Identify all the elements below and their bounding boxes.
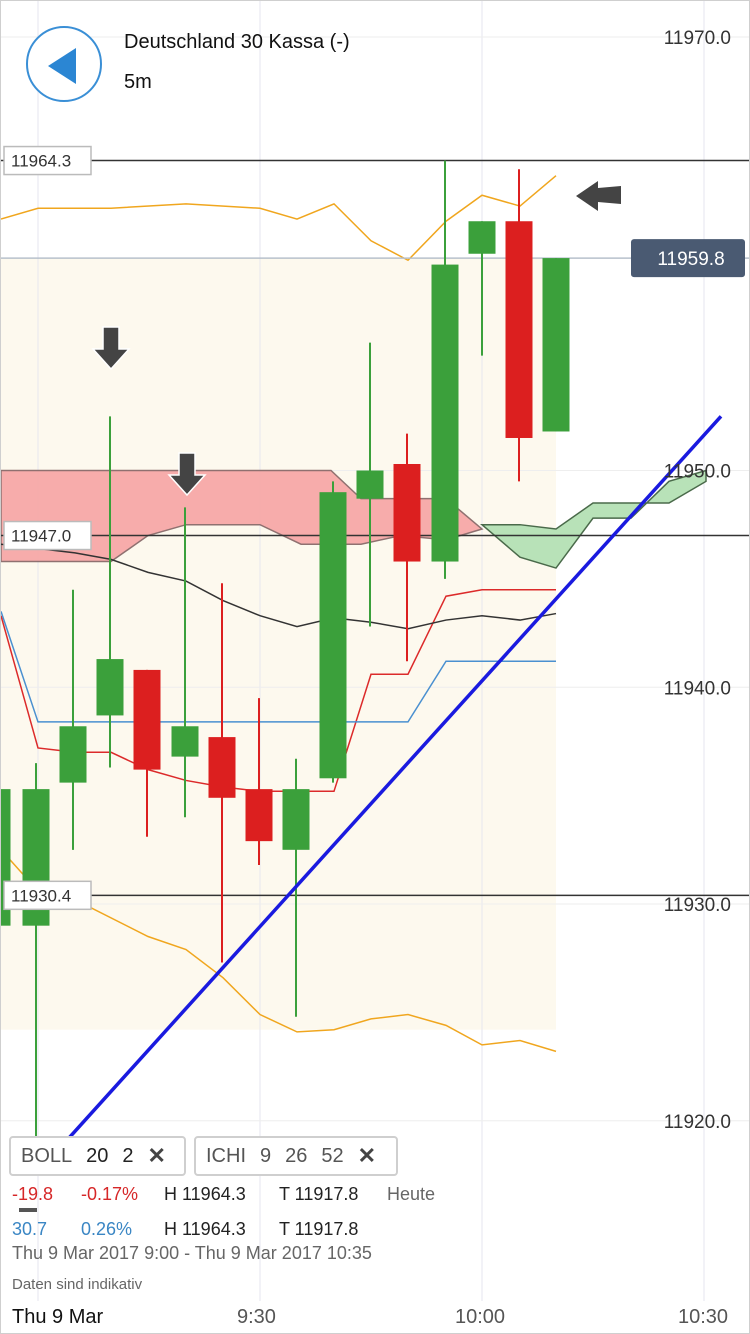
boll-name: BOLL [21, 1144, 73, 1167]
candle-body [319, 492, 347, 779]
change-pct-today: -0.17% [81, 1184, 139, 1204]
bollinger-lower-band [1, 849, 557, 1053]
candle-body [133, 669, 161, 770]
signal-arrow-down-icon [91, 326, 131, 371]
session-shading [1, 258, 556, 1030]
high-today: H 11964.3 [164, 1184, 246, 1204]
period-label: Heute [387, 1184, 436, 1204]
ichimoku-cloud-bullish [479, 469, 707, 569]
level-price-label: 11930.4 [11, 886, 71, 905]
candle-body [282, 789, 310, 850]
candle-body [171, 726, 199, 757]
change-range: 30.7 [12, 1219, 48, 1239]
boll-indicator-chip[interactable]: BOLL 20 2 ✕ [9, 1136, 186, 1176]
boll-deviation: 2 [122, 1144, 134, 1167]
level-price-box [3, 880, 92, 911]
low-today: T 11917.8 [279, 1184, 359, 1204]
candle-body [59, 726, 87, 783]
candle-body [96, 659, 124, 716]
level-price-box [3, 145, 92, 176]
candle-body [505, 221, 533, 438]
low-range: T 11917.8 [279, 1219, 359, 1239]
current-price-badge [631, 239, 745, 278]
instrument-title: Deutschland 30 Kassa (-) [124, 31, 350, 53]
ichi-indicator-chip[interactable]: ICHI 9 26 52 ✕ [194, 1136, 398, 1176]
signal-arrow-down-icon [167, 452, 207, 497]
ichimoku-chikou-line [1, 543, 557, 630]
level-price-label: 11947.0 [11, 527, 71, 546]
change-today: -19.8 [12, 1184, 54, 1204]
ichimoku-cloud-bearish [1, 469, 484, 563]
y-tick-label: 11920.0 [664, 1112, 731, 1133]
y-tick-label: 11940.0 [664, 678, 731, 699]
level-price-label: 11964.3 [11, 152, 71, 171]
y-tick-label: 11970.0 [664, 28, 731, 49]
boll-period: 20 [86, 1144, 109, 1167]
series-marker [19, 1208, 37, 1212]
y-tick-label: 11930.0 [664, 895, 731, 916]
high-range: H 11964.3 [164, 1219, 246, 1239]
trend-line [61, 415, 723, 1146]
candle-body [431, 264, 459, 562]
x-tick-label: Thu 9 Mar [12, 1306, 104, 1328]
signal-arrow-left-icon [576, 181, 621, 211]
disclaimer-note: Daten sind indikativ [12, 1276, 143, 1293]
candle-body [542, 258, 570, 432]
x-tick-label: 10:30 [678, 1306, 729, 1328]
change-pct-range: 0.26% [81, 1219, 133, 1239]
y-tick-label: 11950.0 [664, 462, 731, 483]
candle-body [468, 221, 496, 254]
back-button[interactable] [26, 26, 102, 102]
x-tick-label: 9:30 [237, 1306, 276, 1328]
ichi-tenkan: 9 [260, 1144, 272, 1167]
x-tick-label: 10:00 [455, 1306, 506, 1328]
ichi-name: ICHI [206, 1144, 246, 1167]
candle-body [356, 470, 384, 499]
chart-interval[interactable]: 5m [124, 71, 152, 93]
candle-body [245, 789, 273, 842]
candle-body [1, 789, 11, 926]
candle-body [393, 463, 421, 562]
date-range: Thu 9 Mar 2017 9:00 - Thu 9 Mar 2017 10:… [12, 1243, 372, 1263]
boll-close-icon[interactable]: ✕ [147, 1143, 166, 1168]
ichi-close-icon[interactable]: ✕ [357, 1143, 377, 1168]
ichi-senkou: 52 [321, 1144, 344, 1167]
current-price-label: 11959.8 [657, 249, 724, 270]
candle-body [208, 737, 236, 798]
ichimoku-tenkan-line [1, 588, 556, 793]
back-arrow-icon [48, 48, 76, 84]
bollinger-upper-band [1, 175, 557, 262]
ichi-kijun: 26 [285, 1144, 308, 1167]
level-price-box [3, 520, 92, 551]
